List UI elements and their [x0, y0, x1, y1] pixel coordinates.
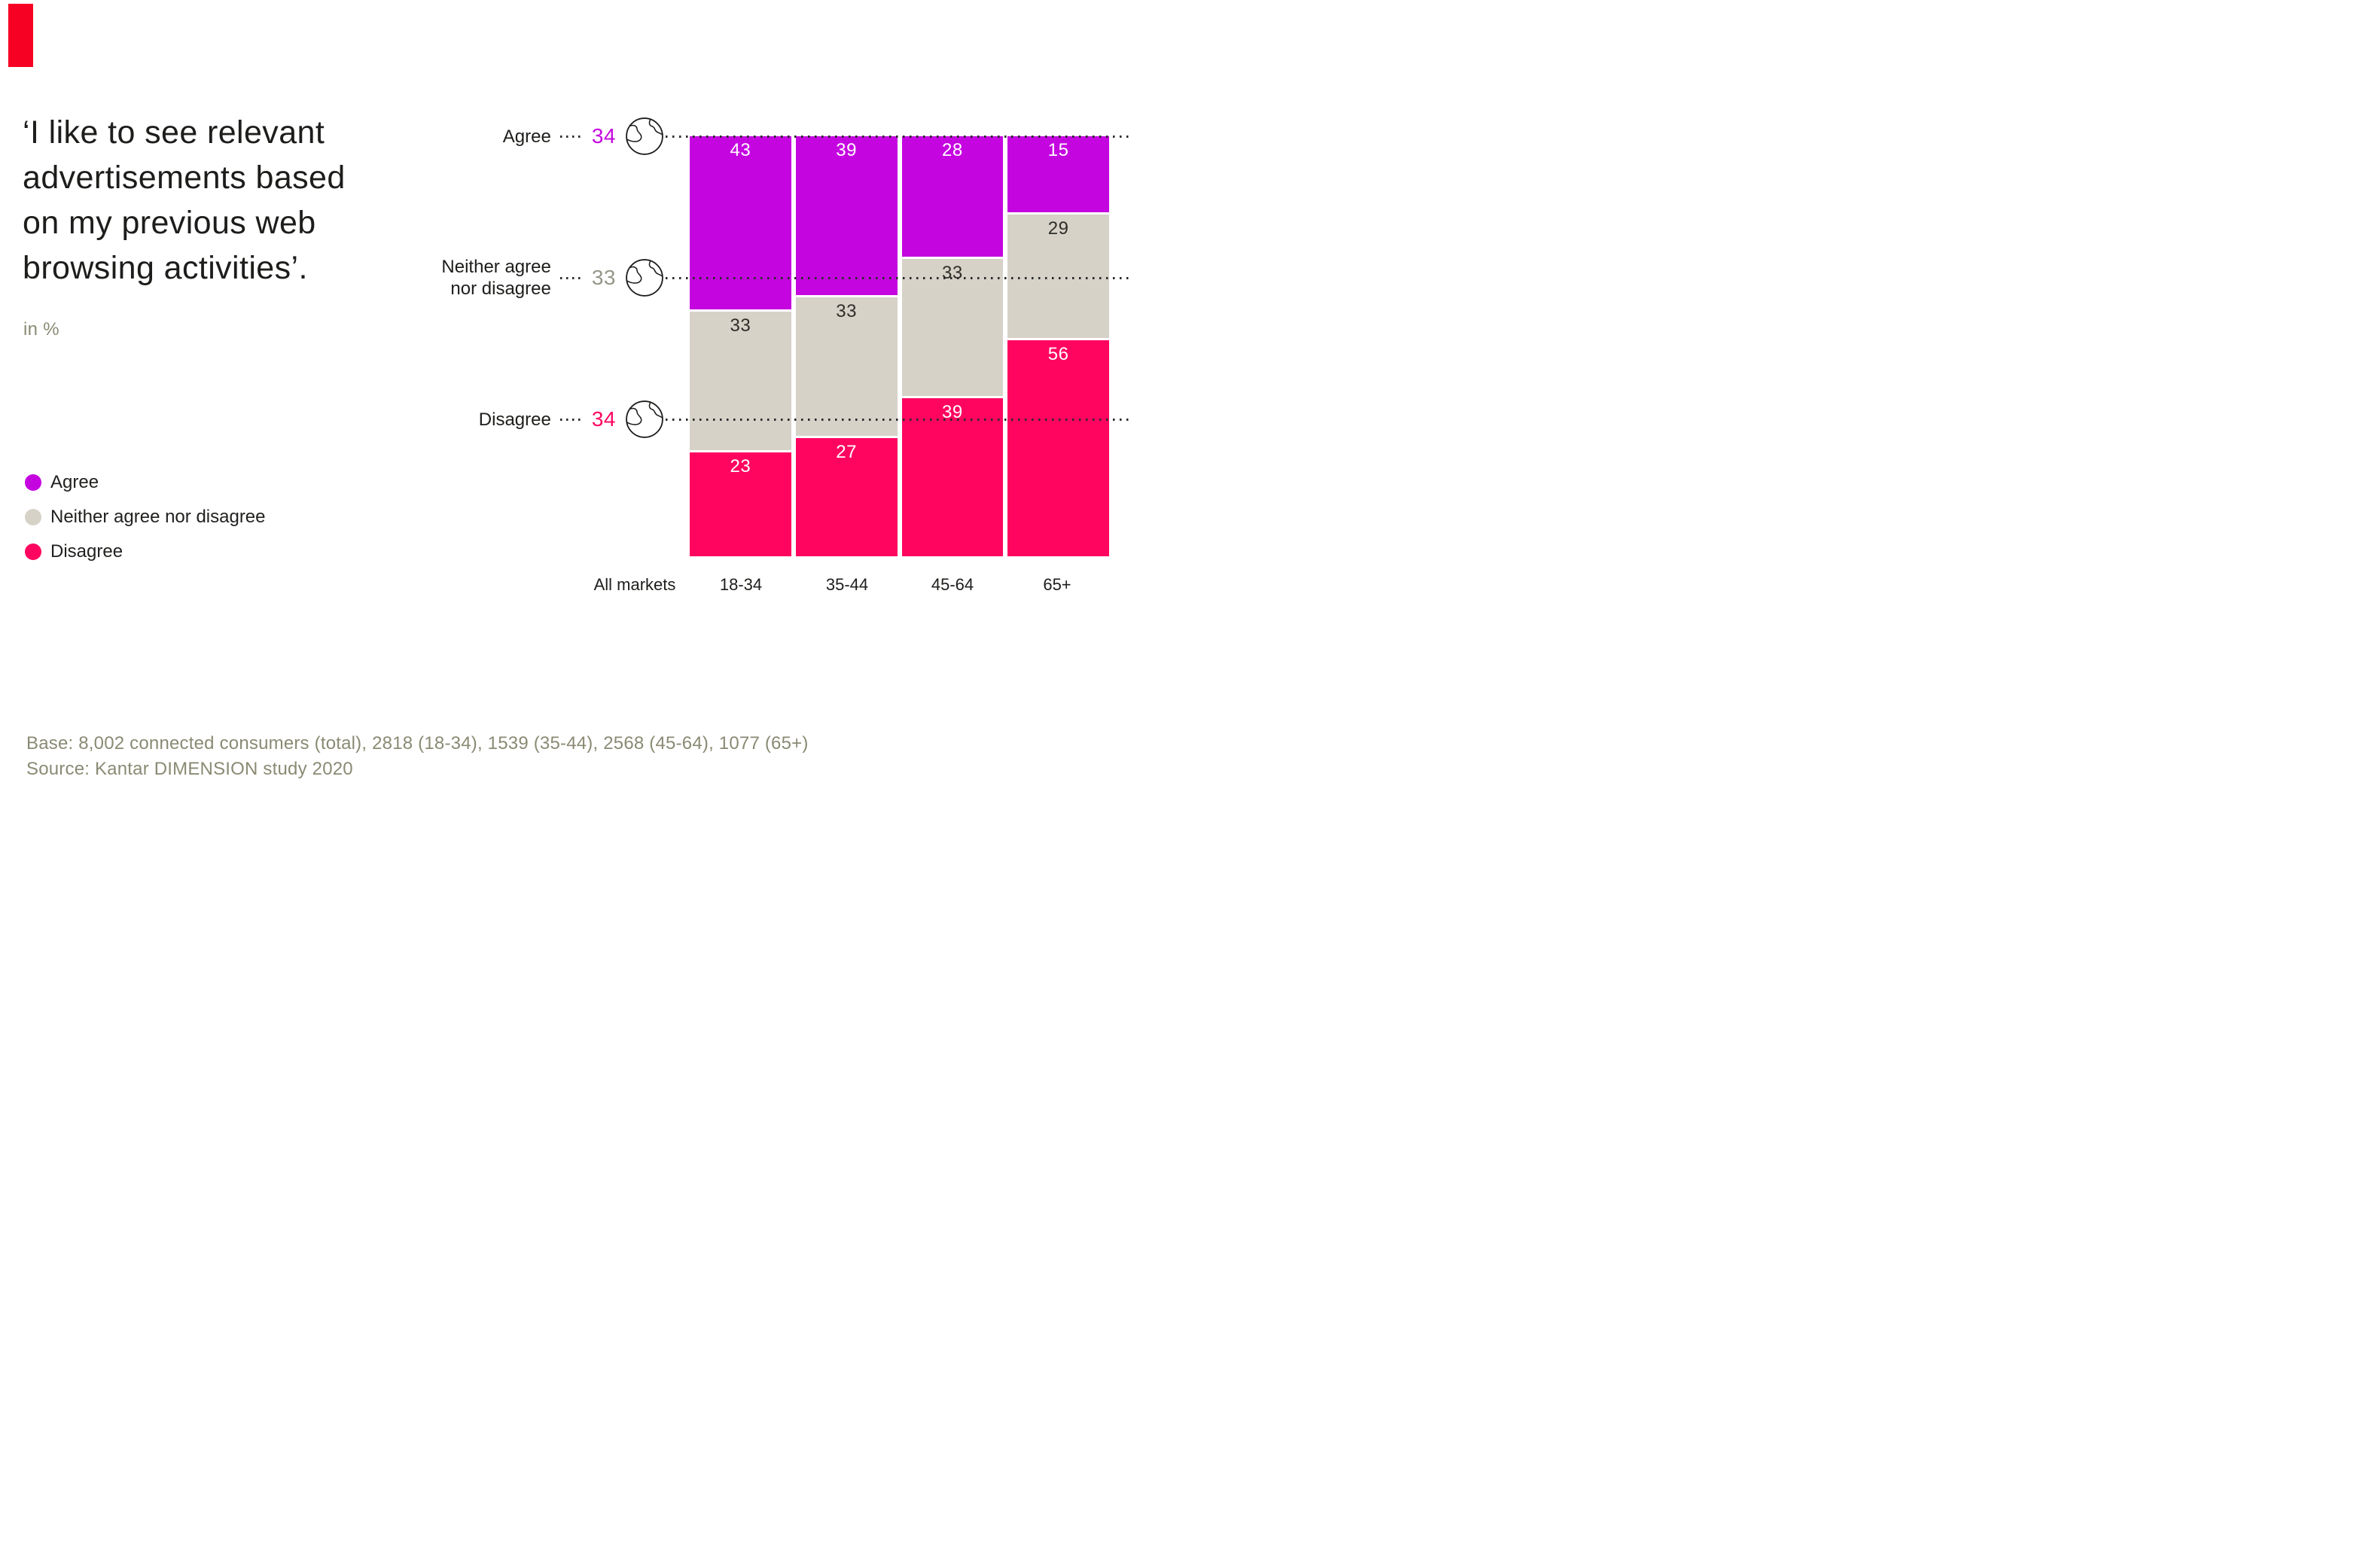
segment-disagree: 56 — [1007, 340, 1109, 557]
axis-row-disagree: Disagree 34 — [226, 378, 664, 461]
neither-dot-icon — [25, 509, 41, 525]
axis-label-neither: Neither agree nor disagree — [441, 257, 551, 299]
all-markets-neither-value: 33 — [591, 266, 616, 289]
infographic-canvas: ‘I like to see relevant advertisements b… — [0, 0, 1177, 784]
brand-corner-tab — [8, 4, 33, 67]
all-markets-agree-value: 34 — [591, 124, 616, 148]
axis-row-neither: Neither agree nor disagree 33 — [226, 236, 664, 319]
stacked-bar-chart: 43 33 23 39 33 27 28 33 — [690, 136, 1109, 557]
segment-neither: 33 — [901, 258, 1004, 397]
segment-agree: 43 — [690, 136, 791, 309]
bar-35-44: 39 33 27 — [795, 136, 898, 556]
leader-dots — [559, 418, 583, 421]
segment-value: 56 — [1047, 344, 1069, 365]
base-note: Base: 8,002 connected consumers (total),… — [26, 733, 809, 754]
segment-value: 33 — [836, 301, 857, 322]
unit-label: in % — [23, 319, 59, 339]
bar-65-plus: 15 29 56 — [1007, 136, 1109, 557]
axis-row-agree: Agree 34 — [226, 95, 664, 178]
x-axis-label-65-plus: 65+ — [1043, 575, 1071, 594]
title-line: advertisements based — [23, 160, 346, 196]
legend-item-agree: Agree — [25, 470, 266, 495]
segment-value: 29 — [1047, 218, 1069, 239]
all-markets-disagree-value: 34 — [591, 407, 616, 431]
segment-neither: 33 — [690, 311, 791, 450]
title-line: browsing activities’. — [23, 250, 308, 286]
segment-value: 33 — [730, 315, 751, 336]
disagree-dot-icon — [25, 543, 41, 560]
x-axis-label-45-64: 45-64 — [931, 575, 974, 594]
legend-label: Neither agree nor disagree — [50, 507, 266, 527]
x-axis-label-35-44: 35-44 — [825, 575, 869, 594]
dotted-reference-line-agree — [666, 135, 1132, 138]
x-axis-label-18-34: 18-34 — [719, 575, 763, 594]
bar-18-34: 43 33 23 — [690, 136, 791, 556]
segment-disagree: 27 — [795, 438, 898, 556]
leader-dots — [559, 135, 583, 138]
dotted-reference-line-disagree — [666, 419, 1132, 421]
segment-value: 28 — [942, 140, 963, 160]
dotted-reference-line-neither — [666, 277, 1132, 279]
legend-item-disagree: Disagree — [25, 539, 266, 565]
segment-disagree: 23 — [690, 452, 791, 556]
segment-value: 15 — [1047, 140, 1069, 160]
leader-dots — [559, 276, 583, 279]
footer: Base: 8,002 connected consumers (total),… — [26, 731, 809, 782]
x-axis-label-all-markets: All markets — [593, 575, 676, 594]
legend: Agree Neither agree nor disagree Disagre… — [25, 470, 266, 574]
globe-icon — [626, 400, 663, 438]
segment-value: 43 — [730, 140, 751, 160]
source-note: Source: Kantar DIMENSION study 2020 — [26, 759, 353, 779]
segment-agree: 28 — [901, 136, 1004, 257]
globe-icon — [626, 117, 663, 155]
title-line: ‘I like to see relevant — [23, 114, 325, 151]
segment-disagree: 39 — [901, 398, 1004, 556]
segment-value: 27 — [836, 442, 857, 463]
segment-neither: 29 — [1007, 214, 1109, 339]
legend-label: Agree — [50, 472, 99, 492]
segment-value: 33 — [942, 262, 963, 283]
segment-neither: 33 — [795, 297, 898, 437]
agree-dot-icon — [25, 474, 41, 491]
segment-value: 39 — [836, 140, 857, 160]
bar-45-64: 28 33 39 — [901, 136, 1004, 556]
segment-agree: 39 — [795, 136, 898, 296]
segment-value: 23 — [730, 455, 751, 476]
legend-item-neither: Neither agree nor disagree — [25, 504, 266, 530]
page-title: ‘I like to see relevant advertisements b… — [23, 110, 444, 291]
globe-icon — [626, 259, 663, 297]
segment-agree: 15 — [1007, 136, 1109, 212]
axis-label-agree: Agree — [502, 126, 551, 147]
legend-label: Disagree — [50, 541, 123, 562]
title-line: on my previous web — [23, 205, 316, 241]
axis-label-disagree: Disagree — [478, 409, 551, 430]
